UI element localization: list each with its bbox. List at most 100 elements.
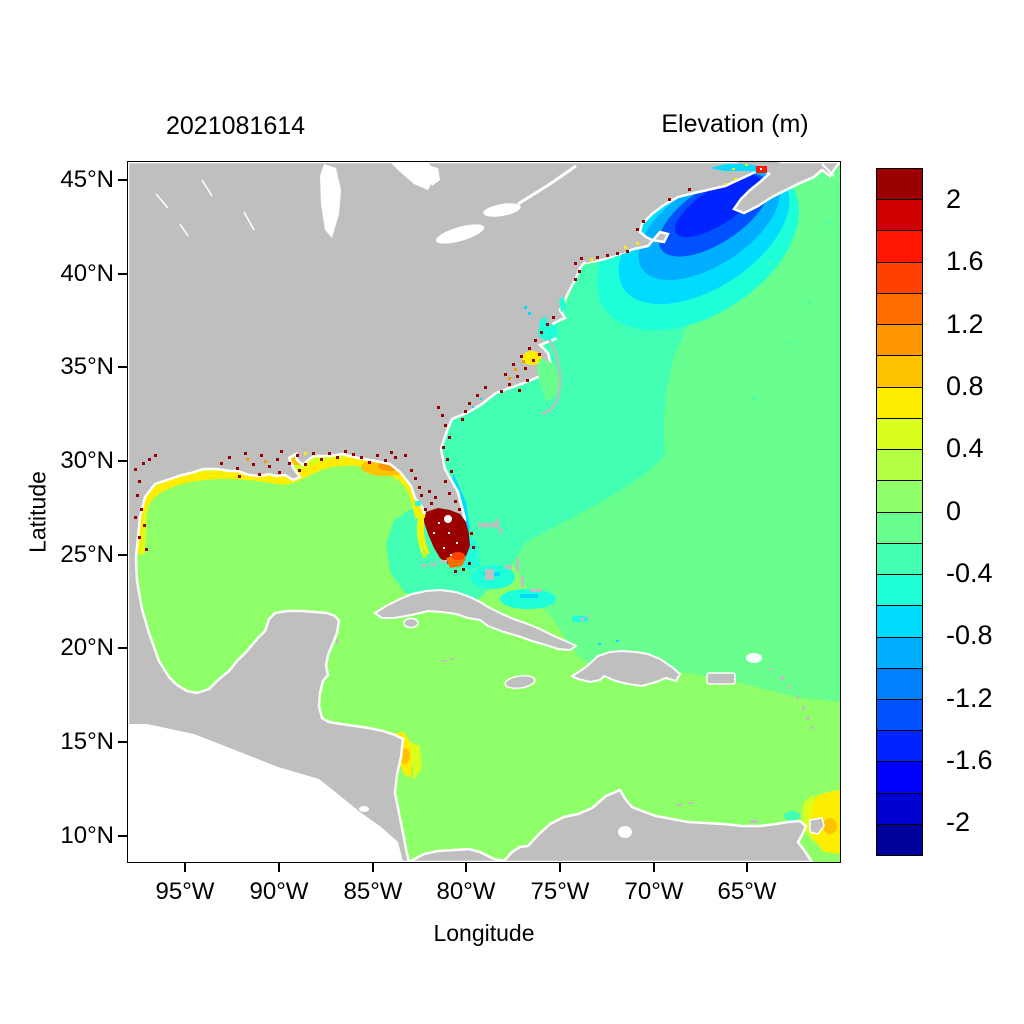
y-tick-mark [118, 366, 127, 368]
colorbar-segment [877, 792, 922, 824]
y-tick-label: 45°N [60, 166, 114, 193]
x-tick-mark [278, 863, 280, 872]
x-tick-label: 70°W [624, 878, 684, 905]
cariaco-teal-spot [784, 811, 800, 821]
fundy-yellow-specks [724, 164, 748, 185]
x-tick-mark [372, 863, 374, 872]
outer-banks [541, 329, 562, 416]
ocean-bahama-bank [500, 589, 556, 609]
land-jamaica [504, 674, 536, 690]
x-tick-label: 95°W [155, 878, 215, 905]
nicaragua-yellowgreen [410, 742, 422, 780]
land-florida-keys [421, 560, 447, 567]
coastal-cyan-speckles [472, 306, 619, 645]
colorbar-segment [877, 698, 922, 731]
atlantic-teal-specks [752, 222, 831, 401]
lake-okeechobee [444, 515, 452, 523]
x-tick-mark [559, 863, 561, 872]
colorbar-segment [877, 574, 922, 606]
land-cuba [373, 588, 578, 652]
delaware-bay-turquoise [559, 296, 566, 312]
swfl-redorange-spot [451, 552, 465, 560]
st-lawrence-river [517, 164, 577, 206]
x-axis-title: Longitude [433, 920, 535, 946]
y-tick-mark [118, 647, 127, 649]
colorbar-tick-label: 0.8 [946, 371, 984, 401]
colorbar-segment [877, 261, 922, 293]
colorbar-segment [877, 605, 922, 637]
x-tick-label: 80°W [436, 878, 496, 905]
northumberland-strait-cyan [710, 164, 768, 172]
land-puerto-rico [706, 672, 736, 685]
ocean-gulf-of-maine-core [674, 174, 762, 238]
land-hispaniola [569, 649, 682, 688]
land-south-america [408, 788, 814, 862]
virgin-islands-white-patch [746, 653, 762, 663]
colorbar-tick-label: 0 [946, 496, 962, 526]
georgian-bay [424, 164, 440, 186]
land-north-america [128, 162, 840, 862]
land-small-islands [336, 639, 813, 823]
pamlico-sound-green [537, 358, 560, 402]
river-lines [155, 179, 255, 237]
tampa-bay-turquoise [415, 501, 421, 506]
colorbar-title: Elevation (m) [661, 110, 809, 138]
y-tick-mark [118, 835, 127, 837]
y-tick-mark [118, 741, 127, 743]
colorbar-segment [877, 355, 922, 387]
y-tick-mark [118, 460, 127, 462]
lake-michigan [320, 164, 341, 238]
lake-huron [390, 162, 436, 190]
coastal-orange-speckles [246, 360, 525, 463]
x-tick-label: 75°W [530, 878, 590, 905]
swfl-yellow-fringe [419, 513, 430, 555]
plot-title-datetime: 2021081614 [166, 112, 306, 140]
land-trinidad [809, 817, 825, 835]
x-tick-label: 65°W [717, 878, 777, 905]
x-tick-label: 85°W [343, 878, 403, 905]
colorbar-segment [877, 417, 922, 450]
x-tick-mark [184, 863, 186, 872]
colorbar-segment [877, 823, 922, 856]
colorbar-tick-label: -1.2 [946, 683, 993, 713]
colorbar-tick-label: -0.4 [946, 558, 993, 588]
colorbar-segment [877, 730, 922, 762]
x-tick-mark [746, 863, 748, 872]
colorbar-segment [877, 386, 922, 418]
coastal-yellow-speckles [304, 242, 639, 455]
colorbar [876, 168, 923, 856]
y-tick-label: 25°N [60, 541, 114, 568]
bras-dor-white-line [821, 163, 835, 177]
colorbar-segment [877, 511, 922, 543]
coastal-darkred-speckles [134, 188, 691, 573]
colorbar-segment [877, 761, 922, 793]
y-tick-mark [118, 554, 127, 556]
colorbar-segment [877, 292, 922, 325]
y-tick-label: 20°N [60, 634, 114, 661]
minas-speckle [760, 168, 762, 170]
colorbar-tick-label: -2 [946, 807, 971, 837]
colorbar-segment [877, 542, 922, 575]
colorbar-segment [877, 636, 922, 668]
ocean-atlantic-mid [512, 162, 840, 702]
ocean-bahama-cyan-streak [520, 594, 538, 598]
colorbar-tick-label: 1.6 [946, 246, 984, 276]
map-plot-area [127, 161, 841, 863]
colorbar-tick-label: 1.2 [946, 309, 984, 339]
x-tick-label: 90°W [249, 878, 309, 905]
y-tick-mark [118, 273, 127, 275]
albemarle-turquoise [538, 323, 558, 341]
swfl-white-speckles [433, 522, 458, 556]
y-tick-label: 30°N [60, 447, 114, 474]
colorbar-segment [877, 667, 922, 699]
colorbar-segment [877, 449, 922, 481]
y-tick-label: 10°N [60, 822, 114, 849]
colorbar-segment [877, 324, 922, 356]
y-tick-mark [118, 179, 127, 181]
colorbar-segment [877, 169, 922, 200]
land-isle-of-youth [403, 617, 419, 629]
y-tick-label: 15°N [60, 728, 114, 755]
land-long-island [583, 248, 626, 263]
pacific-no-data [128, 724, 403, 862]
